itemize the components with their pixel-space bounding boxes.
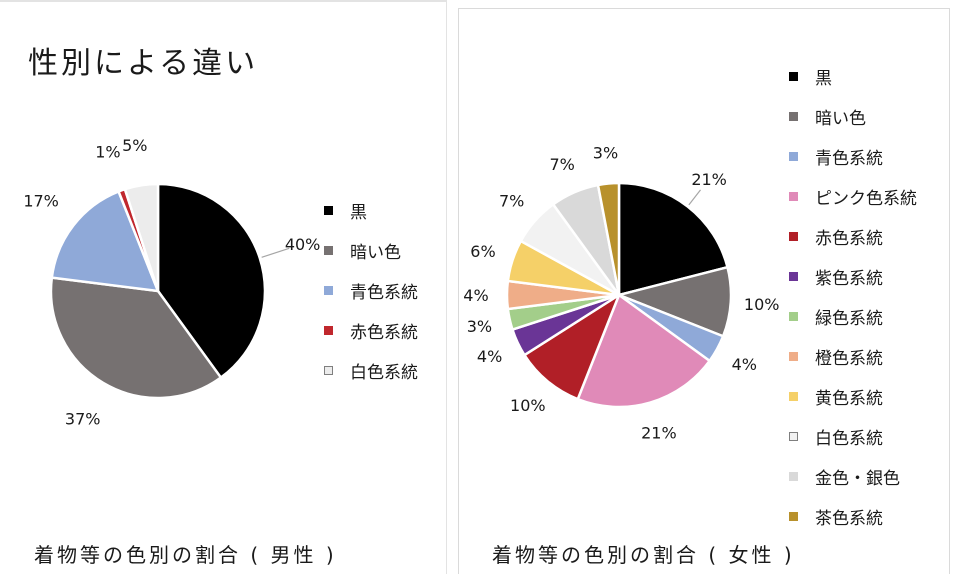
- legend-item-female-11: 茶色系統: [789, 504, 883, 529]
- legend-label-female-7: 橙色系統: [815, 349, 883, 369]
- legend-swatch-female-0: [789, 72, 798, 81]
- legend-label-female-5: 紫色系統: [815, 269, 883, 289]
- data-label-female-1: 10%: [744, 295, 780, 314]
- data-label-female-9: 7%: [499, 191, 524, 210]
- leader-line-male-0: [261, 247, 290, 258]
- pie-slice-male-4: [123, 182, 160, 293]
- data-label-female-3: 21%: [641, 423, 677, 442]
- legend-swatch-female-3: [789, 192, 798, 201]
- legend-item-female-6: 緑色系統: [789, 304, 883, 329]
- pie-chart-female: 21% 10% 4% 21% 10% 4% 3% 4% 6% 7% 7% 3%: [463, 144, 780, 443]
- data-label-female-8: 6%: [470, 242, 495, 261]
- legend-label-male-1: 暗い色: [350, 243, 401, 263]
- legend-label-male-4: 白色系統: [350, 363, 418, 383]
- data-label-male-4: 5%: [122, 136, 147, 155]
- legend-swatch-female-8: [789, 392, 798, 401]
- chart-caption-female: 着物等の色別の割合 ( 女性 ): [492, 543, 795, 567]
- pie-slice-male-0: [156, 182, 267, 379]
- pie-slice-male-1: [49, 276, 223, 400]
- legend-label-female-2: 青色系統: [815, 149, 883, 169]
- legend-label-female-1: 暗い色: [815, 109, 866, 129]
- legend-female: 黒暗い色青色系統ピンク色系統 赤色系統紫色系統緑色系統橙色系統黄色系統白色系統金色…: [789, 64, 949, 529]
- data-label-female-10: 7%: [550, 155, 575, 174]
- legend-swatch-female-2: [789, 152, 798, 161]
- legend-item-female-10: 金色・銀色: [789, 464, 900, 489]
- legend-item-female-1: 暗い色: [789, 104, 866, 129]
- legend-label-female-10: 金色・銀色: [815, 469, 900, 489]
- legend-swatch-female-11: [789, 512, 798, 521]
- chart-caption-male: 着物等の色別の割合 ( 男性 ): [34, 543, 337, 567]
- legend-male: 黒暗い色青色系統赤色系統白色系統: [324, 198, 444, 388]
- legend-item-male-4: 白色系統: [324, 358, 418, 383]
- legend-swatch-male-0: [324, 206, 333, 215]
- legend-swatch-female-9: [789, 432, 798, 441]
- data-label-female-5: 4%: [477, 347, 502, 366]
- chart-panel-male: 性別による違い 40% 37% 17% 1% 5% 黒暗い色青色系統赤色系統白色系統 着…: [0, 0, 447, 574]
- legend-swatch-female-7: [789, 352, 798, 361]
- legend-label-female-11: 茶色系統: [815, 509, 883, 529]
- legend-swatch-male-3: [324, 326, 333, 335]
- data-label-female-6: 3%: [467, 317, 492, 336]
- pie-slice-female-0: [617, 181, 729, 297]
- legend-item-female-2: 青色系統: [789, 144, 883, 169]
- pie-slice-female-3: [576, 293, 711, 409]
- legend-label-female-0: 黒: [815, 69, 832, 89]
- pie-slice-male-2: [50, 190, 160, 293]
- legend-label-male-3: 赤色系統: [350, 323, 418, 343]
- chart-panel-female: 21% 10% 4% 21% 10% 4% 3% 4% 6% 7% 7% 3% 黒暗い色青色系統ピンク…: [458, 8, 950, 574]
- legend-swatch-female-10: [789, 472, 798, 481]
- legend-swatch-female-5: [789, 272, 798, 281]
- legend-swatch-female-4: [789, 232, 798, 241]
- legend-item-female-5: 紫色系統: [789, 264, 883, 289]
- legend-item-male-1: 暗い色: [324, 238, 401, 263]
- legend-item-female-3: ピンク色系統: [789, 184, 917, 209]
- legend-label-male-2: 青色系統: [350, 283, 418, 303]
- legend-item-male-0: 黒: [324, 198, 367, 223]
- legend-swatch-male-2: [324, 286, 333, 295]
- legend-label-female-3: ピンク色系統: [815, 189, 917, 209]
- legend-item-female-0: 黒: [789, 64, 832, 89]
- legend-item-male-2: 青色系統: [324, 278, 418, 303]
- pie-chart-male: 40% 37% 17% 1% 5%: [23, 136, 321, 429]
- data-label-female-0: 21%: [691, 170, 727, 189]
- legend-label-female-9: 白色系統: [815, 429, 883, 449]
- legend-swatch-female-6: [789, 312, 798, 321]
- legend-swatch-male-4: [324, 366, 333, 375]
- data-label-male-2: 17%: [23, 191, 59, 210]
- legend-label-male-0: 黒: [350, 203, 367, 223]
- data-label-male-0: 40%: [285, 235, 321, 254]
- data-label-male-1: 37%: [65, 409, 101, 428]
- legend-label-female-4: 赤色系統: [815, 229, 883, 249]
- pie-slice-female-11: [596, 181, 621, 297]
- legend-swatch-female-1: [789, 112, 798, 121]
- data-label-female-7: 4%: [463, 286, 488, 305]
- data-label-female-2: 4%: [732, 355, 757, 374]
- legend-item-female-4: 赤色系統: [789, 224, 883, 249]
- data-label-female-11: 3%: [593, 144, 618, 163]
- data-label-female-4: 10%: [510, 396, 546, 415]
- data-label-male-3: 1%: [95, 143, 120, 162]
- legend-label-female-8: 黄色系統: [815, 389, 883, 409]
- legend-item-male-3: 赤色系統: [324, 318, 418, 343]
- legend-label-female-6: 緑色系統: [815, 309, 883, 329]
- leader-line-female-0: [688, 189, 701, 206]
- legend-swatch-male-1: [324, 246, 333, 255]
- chart-title: 性別による違い: [28, 46, 259, 81]
- legend-item-female-9: 白色系統: [789, 424, 883, 449]
- legend-item-female-8: 黄色系統: [789, 384, 883, 409]
- legend-item-female-7: 橙色系統: [789, 344, 883, 369]
